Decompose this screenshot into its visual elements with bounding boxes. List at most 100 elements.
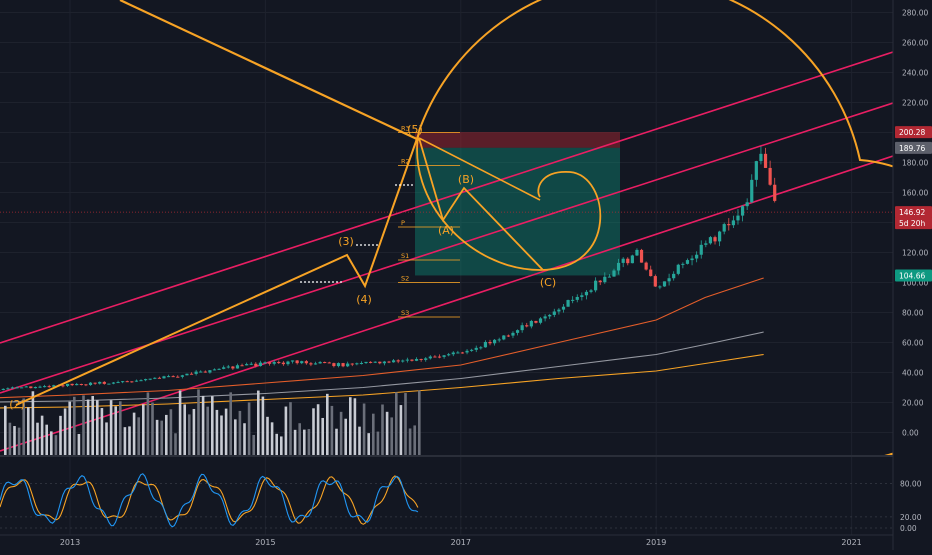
volume-bar xyxy=(413,425,416,455)
candle-body xyxy=(332,363,335,366)
candle-body xyxy=(383,362,386,364)
candle-body xyxy=(153,378,156,379)
candle-body xyxy=(314,363,317,364)
volume-bar xyxy=(363,404,366,455)
candle-body xyxy=(553,311,556,314)
volume-bar xyxy=(110,400,113,455)
time-tick-label: 2013 xyxy=(60,538,80,547)
volume-bar xyxy=(32,391,35,455)
candle-body xyxy=(20,387,23,388)
candle-body xyxy=(43,386,46,387)
candle-body xyxy=(355,363,358,364)
candle-body xyxy=(172,376,175,377)
time-tick-label: 2017 xyxy=(451,538,471,547)
candle-body xyxy=(130,381,133,382)
volume-bar xyxy=(160,421,163,455)
candle-body xyxy=(498,339,501,340)
candle-body xyxy=(746,202,749,206)
volume-bar xyxy=(317,404,320,455)
candle-body xyxy=(589,290,592,292)
candle-body xyxy=(713,237,716,241)
price-badge-label: 5d 20h xyxy=(899,219,925,228)
volume-bar xyxy=(367,433,370,455)
candle-body xyxy=(406,360,409,361)
candle-body xyxy=(328,362,331,363)
candle-body xyxy=(695,255,698,259)
candle-body xyxy=(291,360,294,361)
candle-body xyxy=(94,383,97,384)
candle-body xyxy=(709,237,712,243)
candle-body xyxy=(158,378,161,379)
candle-body xyxy=(397,360,400,361)
candle-body xyxy=(84,384,87,385)
price-badge-label: 146.92 xyxy=(899,208,925,217)
candle-body xyxy=(645,263,648,270)
volume-bar xyxy=(234,419,237,455)
candle-body xyxy=(654,276,657,286)
volume-bar xyxy=(41,416,44,455)
candle-body xyxy=(222,367,225,369)
candle-body xyxy=(121,381,124,382)
volume-bar xyxy=(404,393,407,455)
candle-body xyxy=(672,274,675,278)
candle-body xyxy=(107,384,110,385)
candle-body xyxy=(296,360,299,363)
candle-body xyxy=(608,277,611,278)
wave-label: (3) xyxy=(338,235,354,248)
candle-body xyxy=(61,385,64,386)
candle-body xyxy=(185,374,188,376)
candle-body xyxy=(263,362,266,363)
volume-bar xyxy=(96,400,99,455)
candle-body xyxy=(181,375,184,377)
volume-bar xyxy=(68,402,71,455)
candle-body xyxy=(231,367,234,369)
candle-body xyxy=(585,292,588,295)
candle-body xyxy=(66,384,69,386)
candle-body xyxy=(378,362,381,364)
candle-body xyxy=(755,161,758,180)
candle-body xyxy=(557,310,560,312)
candle-body xyxy=(525,325,528,326)
candle-body xyxy=(599,281,602,282)
price-tick-label: 60.00 xyxy=(902,339,924,348)
volume-bar xyxy=(101,408,104,455)
volume-bar xyxy=(257,391,260,455)
volume-bar xyxy=(285,407,288,455)
candle-body xyxy=(700,245,703,255)
candle-body xyxy=(539,318,542,322)
volume-bar xyxy=(165,415,168,455)
candle-body xyxy=(544,316,547,318)
volume-bar xyxy=(91,396,94,455)
candle-body xyxy=(277,362,280,363)
candle-body xyxy=(727,224,730,225)
candle-body xyxy=(764,154,767,168)
candle-body xyxy=(507,335,510,336)
candle-body xyxy=(686,260,689,264)
candle-body xyxy=(305,361,308,363)
candle-body xyxy=(15,387,18,388)
candle-body xyxy=(149,379,152,380)
candle-body xyxy=(576,297,579,300)
candle-body xyxy=(282,363,285,364)
volume-bar xyxy=(225,409,228,455)
volume-bar xyxy=(105,422,108,455)
volume-bar xyxy=(59,416,62,455)
candle-body xyxy=(410,360,413,361)
candle-body xyxy=(571,300,574,301)
volume-bar xyxy=(147,392,150,455)
candle-body xyxy=(89,383,92,385)
candle-body xyxy=(626,259,629,263)
candle-body xyxy=(718,232,721,242)
candle-body xyxy=(75,384,78,385)
candle-body xyxy=(433,357,436,358)
candle-body xyxy=(580,295,583,297)
candle-body xyxy=(208,370,211,372)
candle-body xyxy=(484,342,487,347)
candle-body xyxy=(268,362,271,363)
candle-body xyxy=(465,351,468,353)
volume-bar xyxy=(55,435,58,455)
candle-body xyxy=(176,377,179,378)
candle-body xyxy=(364,362,367,363)
